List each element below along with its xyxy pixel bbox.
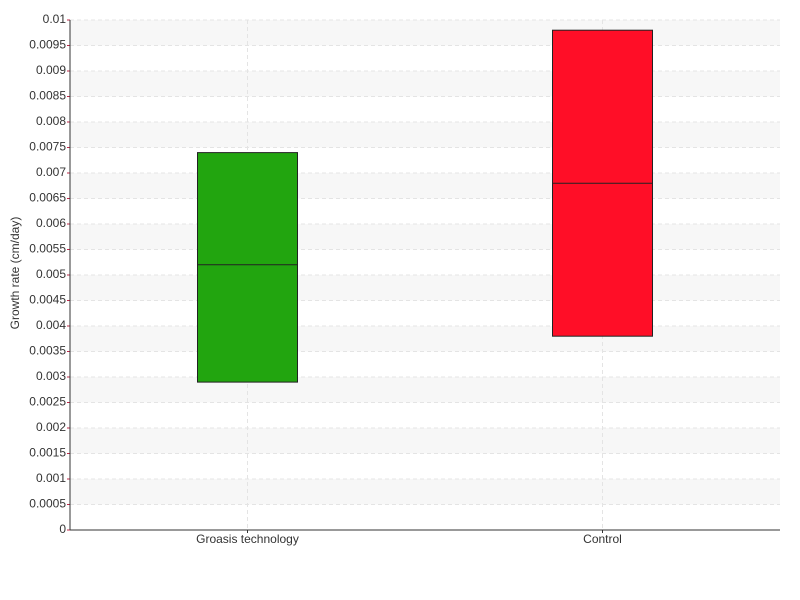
x-tick-label: Groasis technology <box>196 532 299 546</box>
y-tick-label: 0.006 <box>36 216 66 230</box>
y-tick-label: 0.0095 <box>29 38 66 52</box>
y-tick-label: 0.009 <box>36 63 66 77</box>
grid-band <box>70 428 780 454</box>
box <box>197 152 298 383</box>
y-tick-label: 0.0065 <box>29 191 66 205</box>
grid-band <box>70 275 780 301</box>
grid-band <box>70 479 780 505</box>
grid-band <box>70 20 780 46</box>
y-tick-label: 0.0005 <box>29 497 66 511</box>
y-tick-label: 0.0085 <box>29 89 66 103</box>
y-tick-label: 0.01 <box>43 12 67 26</box>
y-axis-label: Growth rate (cm/day) <box>8 217 22 330</box>
grid-band <box>70 377 780 403</box>
grid-band <box>70 122 780 148</box>
y-tick-label: 0.001 <box>36 471 66 485</box>
y-tick-label: 0.0025 <box>29 395 66 409</box>
x-tick-label: Control <box>583 532 622 546</box>
y-tick-label: 0.0035 <box>29 344 66 358</box>
y-tick-label: 0.0015 <box>29 446 66 460</box>
grid-band <box>70 326 780 352</box>
y-tick-label: 0.0045 <box>29 293 66 307</box>
y-tick-label: 0.007 <box>36 165 66 179</box>
y-tick-label: 0.004 <box>36 318 66 332</box>
grid-band <box>70 173 780 199</box>
y-tick-label: 0 <box>59 522 66 536</box>
y-tick-label: 0.0075 <box>29 140 66 154</box>
y-tick-label: 0.002 <box>36 420 66 434</box>
grid-band <box>70 71 780 97</box>
y-tick-label: 0.008 <box>36 114 66 128</box>
y-tick-label: 0.003 <box>36 369 66 383</box>
y-tick-label: 0.005 <box>36 267 66 281</box>
y-tick-label: 0.0055 <box>29 242 66 256</box>
grid-band <box>70 224 780 250</box>
